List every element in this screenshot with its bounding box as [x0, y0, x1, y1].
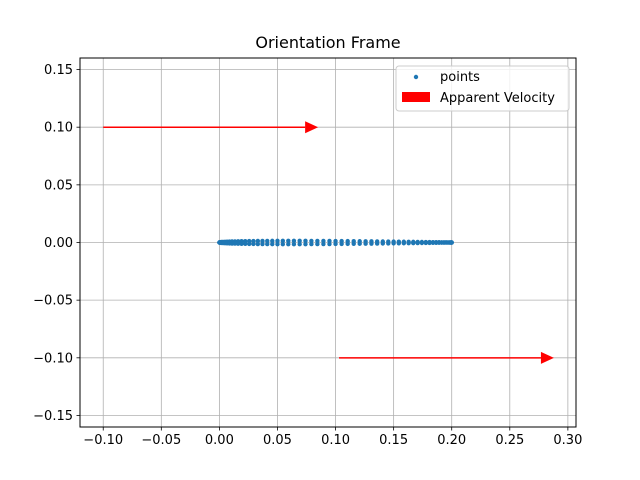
y-tick-label: −0.05 — [33, 294, 73, 309]
data-point — [260, 241, 265, 247]
x-tick-label: 0.10 — [321, 433, 350, 448]
data-point — [419, 240, 425, 246]
data-point — [351, 241, 356, 247]
apparent-velocity-arrow — [103, 121, 319, 134]
data-point — [265, 241, 270, 247]
data-point — [297, 238, 302, 244]
x-tick-label: −0.10 — [83, 433, 123, 448]
data-point — [239, 241, 244, 246]
data-point — [369, 241, 374, 246]
legend-points-label: points — [440, 70, 480, 85]
data-point — [391, 241, 396, 246]
data-point — [321, 241, 326, 247]
data-point — [303, 238, 308, 244]
data-point — [303, 241, 308, 247]
data-point — [380, 241, 385, 246]
y-tick-label: 0.05 — [44, 178, 73, 193]
data-point — [291, 238, 297, 244]
data-point — [309, 241, 314, 247]
data-point — [321, 238, 326, 244]
data-point — [275, 241, 280, 247]
data-point — [297, 241, 302, 247]
data-point — [286, 238, 291, 244]
x-axis: −0.10 −0.05 0.00 0.05 0.10 0.15 0.20 0.25 0.30 — [83, 427, 582, 448]
data-point — [374, 241, 380, 246]
data-point — [247, 241, 252, 247]
x-tick-label: −0.05 — [141, 433, 181, 448]
legend-points-marker — [413, 74, 419, 80]
data-point — [411, 240, 416, 246]
data-point — [406, 240, 411, 246]
data-point — [396, 241, 402, 246]
y-tick-label: −0.15 — [33, 409, 73, 424]
data-point — [286, 241, 291, 247]
arrow-layer — [103, 121, 554, 364]
data-point — [251, 241, 256, 247]
data-point — [260, 238, 265, 244]
x-tick-label: 0.00 — [205, 433, 234, 448]
data-point — [243, 241, 248, 247]
data-point — [255, 241, 261, 247]
data-point — [345, 241, 350, 247]
x-tick-label: 0.15 — [379, 433, 408, 448]
data-point — [386, 241, 391, 246]
legend-velocity-marker — [402, 92, 430, 102]
data-point — [415, 240, 420, 246]
series-layer — [217, 238, 454, 247]
x-tick-label: 0.25 — [495, 433, 524, 448]
arrow-head — [305, 121, 319, 134]
data-point — [315, 238, 320, 244]
data-point — [423, 240, 429, 246]
chart-title: Orientation Frame — [255, 33, 400, 52]
data-point — [327, 241, 332, 247]
data-point — [339, 241, 344, 247]
data-point — [270, 241, 275, 247]
legend-box — [395, 65, 570, 112]
data-point — [291, 241, 297, 247]
data-point — [255, 238, 261, 244]
data-point — [333, 241, 338, 247]
data-point — [280, 241, 286, 247]
data-point — [315, 241, 320, 247]
data-point — [235, 241, 241, 246]
arrow-head — [540, 351, 554, 364]
data-point — [265, 238, 270, 244]
y-axis: −0.15 −0.10 −0.05 0.00 0.05 0.10 0.15 — [33, 63, 80, 424]
x-tick-label: 0.20 — [437, 433, 466, 448]
x-tick-label: 0.05 — [263, 433, 292, 448]
data-point — [401, 241, 407, 246]
data-point — [357, 241, 362, 246]
data-point — [232, 241, 238, 246]
data-point — [363, 241, 368, 246]
legend-velocity-label: Apparent Velocity — [440, 91, 555, 106]
y-tick-label: 0.00 — [44, 236, 73, 251]
data-point — [280, 238, 286, 244]
apparent-velocity-arrow — [339, 351, 554, 364]
data-point — [427, 240, 432, 246]
y-tick-label: 0.10 — [44, 121, 73, 136]
data-point — [449, 240, 454, 245]
x-tick-label: 0.30 — [553, 433, 582, 448]
y-tick-label: −0.10 — [33, 351, 73, 366]
legend: points Apparent Velocity — [395, 65, 570, 112]
data-point — [309, 238, 314, 244]
data-point — [270, 238, 275, 244]
y-tick-label: 0.15 — [44, 63, 73, 78]
data-point — [275, 238, 280, 244]
data-point — [327, 238, 332, 244]
